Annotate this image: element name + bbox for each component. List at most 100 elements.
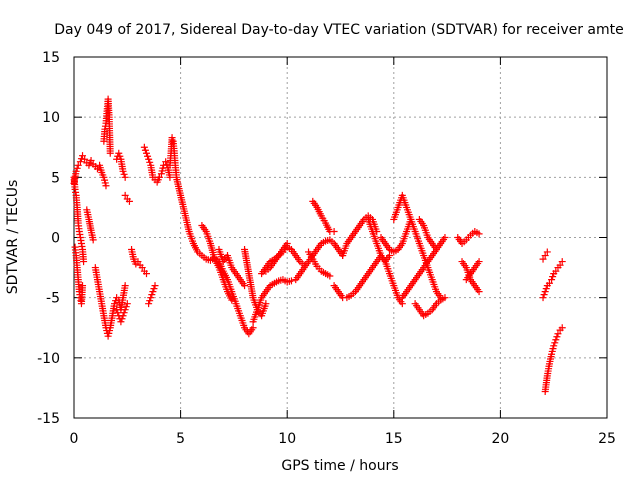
data-point [121,173,129,181]
data-point [142,149,150,157]
data-point [140,143,148,151]
data-point [121,282,129,290]
data-point [72,167,80,175]
data-point [80,258,88,266]
data-point [475,258,483,266]
data-point [548,276,556,284]
data-point [545,279,553,287]
data-point [120,309,128,317]
x-tick-labels: 0 5 10 15 20 25 [70,431,616,447]
x-tick-label: 10 [278,431,296,447]
chart-title: Day 049 of 2017, Sidereal Day-to-day VTE… [54,22,624,38]
data-point [150,285,158,293]
data-point [119,167,127,175]
data-point [162,158,170,166]
data-point [142,270,150,278]
data-point [287,277,295,285]
data-point [89,236,97,244]
data-point [330,227,338,235]
x-tick-label: 25 [598,431,616,447]
data-point [475,288,483,296]
data-point [117,318,125,326]
data-point [541,252,549,260]
data-point [106,149,114,157]
data-point [160,161,168,169]
data-point [121,191,129,199]
data-point [120,170,128,178]
data-point [123,300,131,308]
data-point [79,282,87,290]
y-tick-label: -5 [46,291,60,307]
data-point [228,296,236,304]
x-tick-label: 15 [385,431,403,447]
data-point [475,230,483,238]
data-point [87,156,95,164]
data-point [146,158,154,166]
data-point [539,255,547,263]
data-point [168,134,176,142]
y-tick-label: 10 [42,110,60,126]
data-point [550,342,558,350]
data-point [141,146,149,154]
x-tick-label: 0 [70,431,79,447]
data-point [241,282,249,290]
data-point [111,300,119,308]
y-tick-labels: -15 -10 -5 0 5 10 15 [37,50,60,427]
data-point [146,297,154,305]
data-point [166,173,174,181]
data-points [70,95,566,396]
data-point [113,306,121,314]
data-point [138,264,146,272]
x-axis-label: GPS time / hours [281,458,398,474]
data-point [262,300,270,308]
data-point [115,149,123,157]
data-point [134,258,142,266]
data-point [125,197,133,205]
data-point [77,155,85,163]
data-point [151,282,159,290]
data-point [540,291,548,299]
y-axis-label: SDTVAR / TECUs [5,180,21,295]
data-point [432,246,440,254]
data-point [441,294,449,302]
data-point [145,300,153,308]
axis-ticks [73,56,608,419]
data-point [121,306,129,314]
data-point [554,330,562,338]
data-point [112,297,120,305]
data-point [118,315,126,323]
data-point [556,261,564,269]
y-tick-label: 5 [51,170,60,186]
data-point [553,333,561,341]
data-point [326,272,334,280]
data-point [149,288,157,296]
y-tick-label: 15 [42,50,60,66]
x-tick-label: 5 [176,431,185,447]
grid-lines [74,57,607,418]
data-point [122,303,130,311]
data-point [155,173,163,181]
data-point [541,288,549,296]
data-point [148,291,156,299]
data-point [116,152,124,160]
data-point [558,258,566,266]
data-point [249,324,257,332]
x-tick-label: 20 [491,431,509,447]
y-tick-label: -10 [37,351,60,367]
data-point [386,252,394,260]
y-tick-label: -15 [37,411,60,427]
data-point [147,294,155,302]
data-point [441,234,449,241]
data-point [542,285,550,293]
data-point [549,273,557,281]
data-point [114,309,122,317]
data-point [144,152,152,160]
data-point [398,300,406,308]
data-point [539,294,547,302]
data-point [552,267,560,275]
data-point [543,248,551,256]
y-tick-label: 0 [51,231,60,247]
data-point [119,312,127,320]
data-point [73,164,81,172]
